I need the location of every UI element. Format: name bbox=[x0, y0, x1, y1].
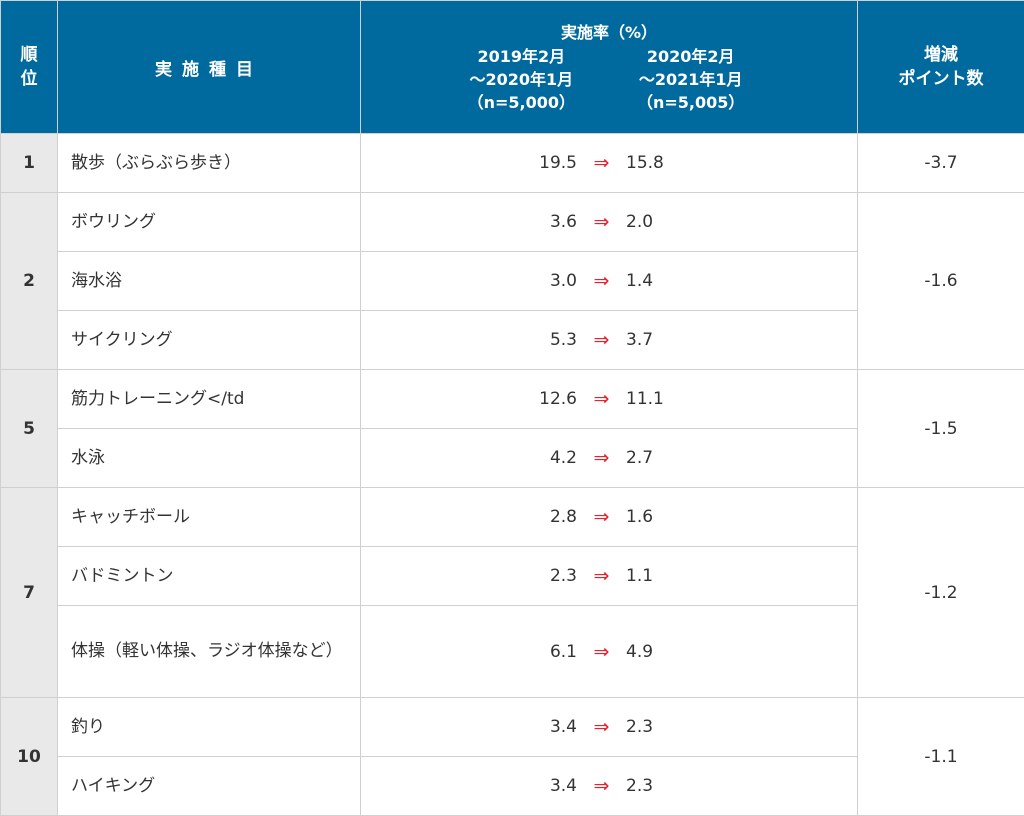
right-double-arrow-icon: ⇒ bbox=[577, 211, 626, 233]
rank-cell: 7 bbox=[1, 488, 58, 698]
right-double-arrow-icon: ⇒ bbox=[577, 775, 626, 797]
rate-cell: 19.5⇒15.8 bbox=[361, 134, 858, 193]
activity-name-cell: キャッチボール bbox=[58, 488, 361, 547]
right-double-arrow-icon: ⇒ bbox=[577, 641, 626, 663]
rate-cell: 5.3⇒3.7 bbox=[361, 311, 858, 370]
activity-name-cell: 散歩（ぶらぶら歩き） bbox=[58, 134, 361, 193]
rank-cell: 5 bbox=[1, 370, 58, 488]
rate-cell: 2.3⇒1.1 bbox=[361, 547, 858, 606]
activity-name-cell: 水泳 bbox=[58, 429, 361, 488]
activity-name-cell: バドミントン bbox=[58, 547, 361, 606]
period-2020-end: ～2021年1月 bbox=[637, 68, 744, 91]
right-double-arrow-icon: ⇒ bbox=[577, 506, 626, 528]
activity-name-cell: ハイキング bbox=[58, 757, 361, 816]
rate-cell: 12.6⇒11.1 bbox=[361, 370, 858, 429]
activity-name-cell: サイクリング bbox=[58, 311, 361, 370]
rate-2020-value: 15.8 bbox=[626, 153, 686, 173]
rate-2019-value: 4.2 bbox=[361, 448, 577, 468]
right-double-arrow-icon: ⇒ bbox=[577, 565, 626, 587]
diff-points-cell: -1.2 bbox=[858, 488, 1024, 698]
rate-2020-value: 2.7 bbox=[626, 448, 686, 468]
period-2019-start: 2019年2月 bbox=[468, 45, 575, 68]
diff-header-line1: 増減 bbox=[858, 43, 1024, 67]
activity-name-cell: 釣り bbox=[58, 698, 361, 757]
rate-2020-value: 2.3 bbox=[626, 776, 686, 796]
header-row: 順位 実施種目 実施率（%） 2019年2月 ～2020年1月 （n=5,000… bbox=[1, 1, 1024, 134]
rate-2019-value: 3.4 bbox=[361, 717, 577, 737]
right-double-arrow-icon: ⇒ bbox=[577, 152, 626, 174]
diff-points-cell: -1.5 bbox=[858, 370, 1024, 488]
rate-2019-value: 19.5 bbox=[361, 153, 577, 173]
diff-points-cell: -1.6 bbox=[858, 193, 1024, 370]
rate-cell: 3.0⇒1.4 bbox=[361, 252, 858, 311]
diff-points-cell: -3.7 bbox=[858, 134, 1024, 193]
rate-2019-value: 2.3 bbox=[361, 566, 577, 586]
right-double-arrow-icon: ⇒ bbox=[577, 388, 626, 410]
rate-2019-value: 3.4 bbox=[361, 776, 577, 796]
activity-name-cell: 筋力トレーニング</td bbox=[58, 370, 361, 429]
rate-2019-value: 3.6 bbox=[361, 212, 577, 232]
rate-2020-value: 11.1 bbox=[626, 389, 686, 409]
rate-cell: 2.8⇒1.6 bbox=[361, 488, 858, 547]
rank-cell: 2 bbox=[1, 193, 58, 370]
rate-2020-value: 1.1 bbox=[626, 566, 686, 586]
rate-cell: 3.4⇒2.3 bbox=[361, 698, 858, 757]
activity-name-cell: 体操（軽い体操、ラジオ体操など） bbox=[58, 606, 361, 698]
rate-2020-value: 1.4 bbox=[626, 271, 686, 291]
period-2019-header: 2019年2月 ～2020年1月 （n=5,000） bbox=[468, 45, 575, 114]
rate-cell: 3.4⇒2.3 bbox=[361, 757, 858, 816]
diff-points-cell: -1.1 bbox=[858, 698, 1024, 816]
rate-2020-value: 3.7 bbox=[626, 330, 686, 350]
rate-2020-value: 2.3 bbox=[626, 717, 686, 737]
rank-cell: 1 bbox=[1, 134, 58, 193]
right-double-arrow-icon: ⇒ bbox=[577, 329, 626, 351]
period-2020-n: （n=5,005） bbox=[637, 91, 744, 114]
period-2020-header: 2020年2月 ～2021年1月 （n=5,005） bbox=[637, 45, 744, 114]
diff-header: 増減 ポイント数 bbox=[858, 1, 1024, 134]
period-2019-end: ～2020年1月 bbox=[468, 68, 575, 91]
rank-header: 順位 bbox=[1, 1, 58, 134]
right-double-arrow-icon: ⇒ bbox=[577, 270, 626, 292]
activity-name-cell: ボウリング bbox=[58, 193, 361, 252]
rate-cell: 3.6⇒2.0 bbox=[361, 193, 858, 252]
period-2020-start: 2020年2月 bbox=[637, 45, 744, 68]
rate-2019-value: 6.1 bbox=[361, 642, 577, 662]
rate-header-title: 実施率（%） bbox=[361, 21, 857, 44]
rate-cell: 6.1⇒4.9 bbox=[361, 606, 858, 698]
rank-cell: 10 bbox=[1, 698, 58, 816]
rate-2019-value: 12.6 bbox=[361, 389, 577, 409]
diff-header-line2: ポイント数 bbox=[858, 67, 1024, 91]
rate-2020-value: 2.0 bbox=[626, 212, 686, 232]
right-double-arrow-icon: ⇒ bbox=[577, 447, 626, 469]
item-header: 実施種目 bbox=[58, 1, 361, 134]
right-double-arrow-icon: ⇒ bbox=[577, 716, 626, 738]
rate-2019-value: 5.3 bbox=[361, 330, 577, 350]
period-2019-n: （n=5,000） bbox=[468, 91, 575, 114]
activity-name-cell: 海水浴 bbox=[58, 252, 361, 311]
rate-2020-value: 4.9 bbox=[626, 642, 686, 662]
rank-header-text: 順位 bbox=[21, 43, 38, 91]
rate-2019-value: 2.8 bbox=[361, 507, 577, 527]
rate-2020-value: 1.6 bbox=[626, 507, 686, 527]
rate-cell: 4.2⇒2.7 bbox=[361, 429, 858, 488]
rate-2019-value: 3.0 bbox=[361, 271, 577, 291]
rate-header: 実施率（%） 2019年2月 ～2020年1月 （n=5,000） 2020年2… bbox=[361, 1, 858, 134]
